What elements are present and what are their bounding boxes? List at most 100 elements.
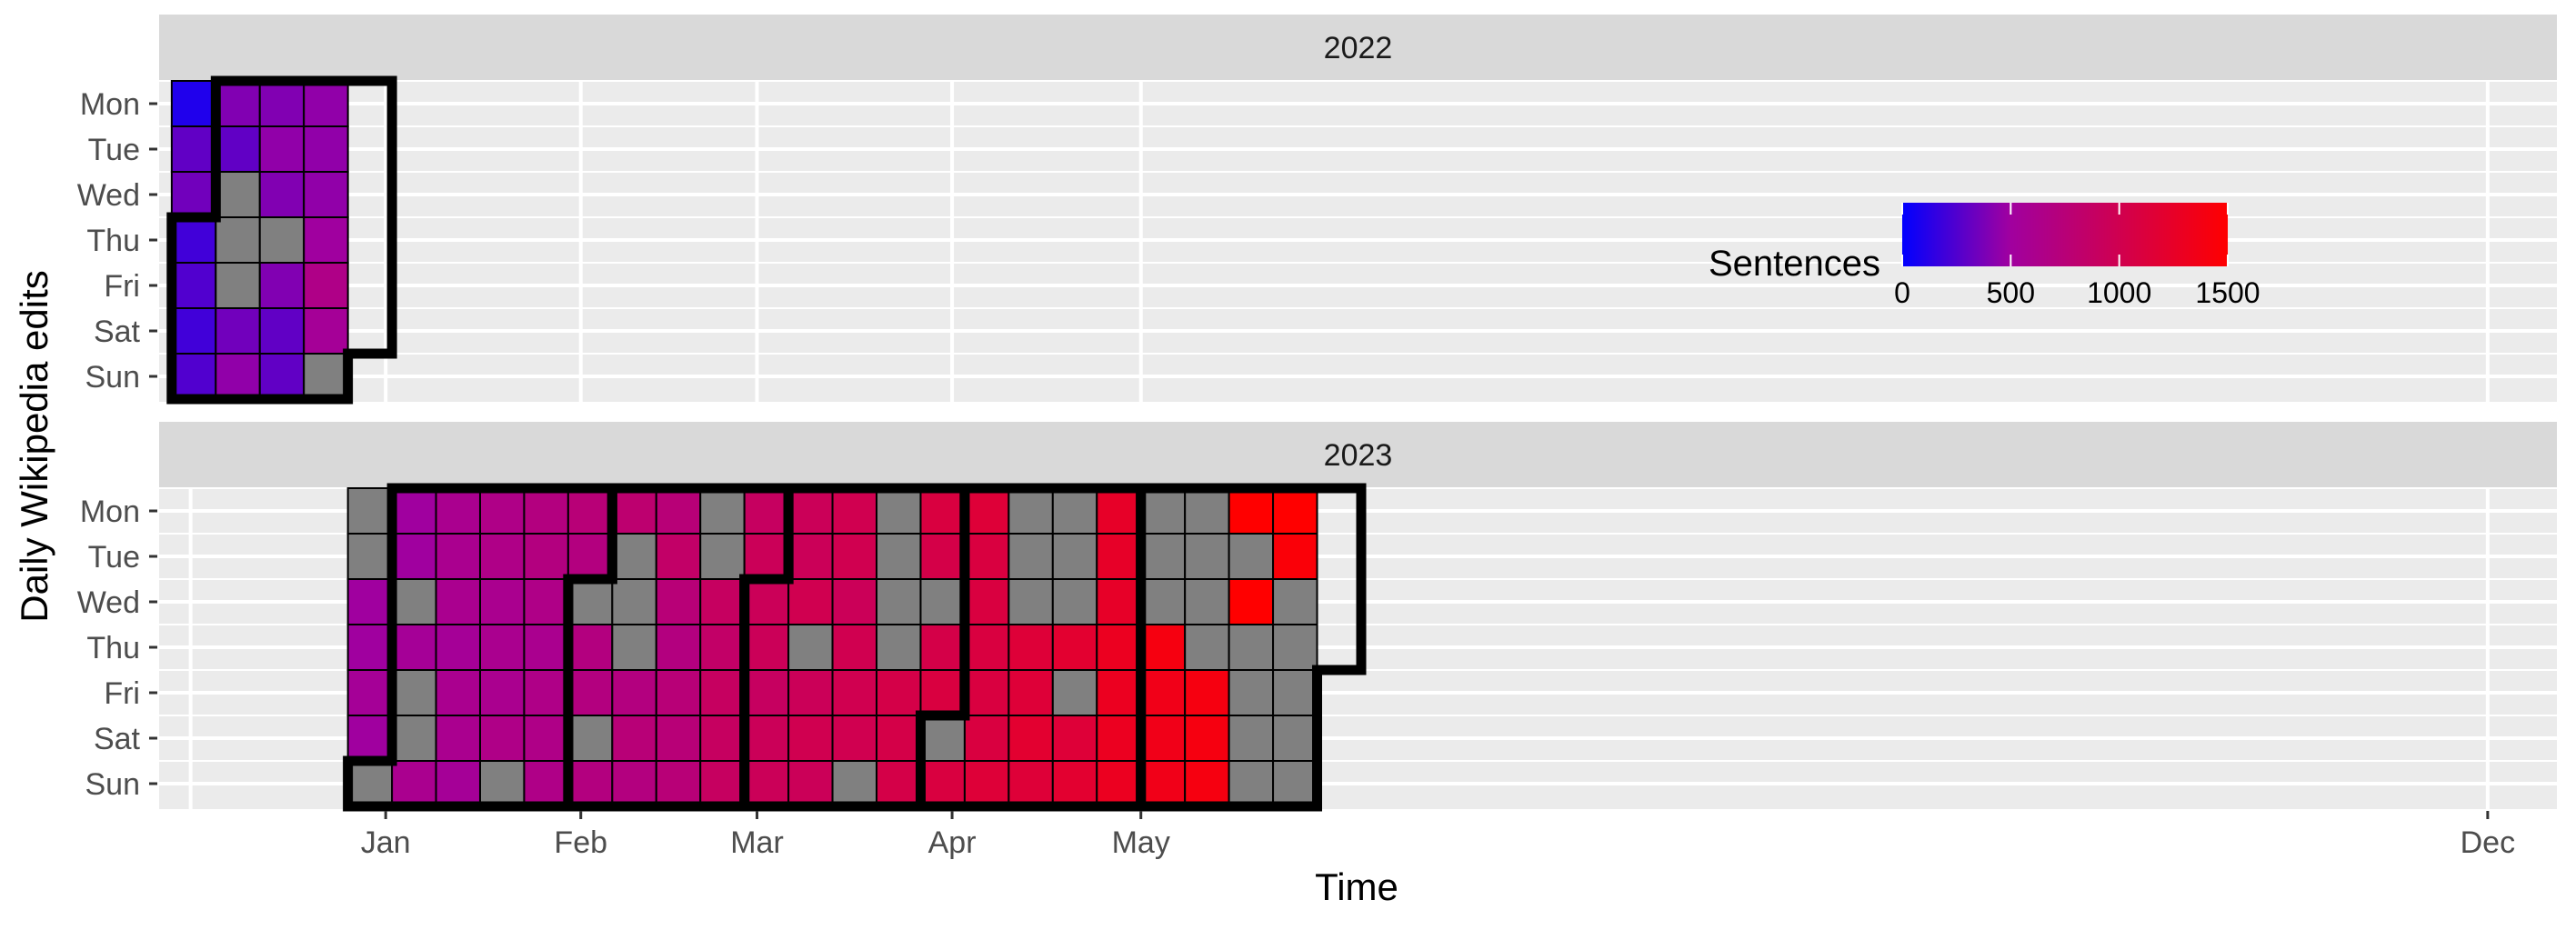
heatmap-cell xyxy=(1272,760,1318,807)
heatmap-cell xyxy=(1096,669,1142,716)
y-tick-label-thu: Thu xyxy=(86,224,140,258)
heatmap-cell xyxy=(787,487,834,535)
heatmap-cell xyxy=(346,578,394,625)
heatmap-cell xyxy=(170,171,217,218)
heatmap-cell xyxy=(1051,669,1098,716)
heatmap-cell xyxy=(258,307,306,355)
heatmap-cell xyxy=(1051,533,1098,580)
heatmap-cell xyxy=(303,125,349,173)
y-tick-label-wed: Wed xyxy=(77,178,140,213)
legend-tick-label: 1000 xyxy=(2087,276,2151,309)
y-tick-label-tue: Tue xyxy=(88,540,140,575)
heatmap-cell xyxy=(435,669,481,716)
y-tick-label-fri: Fri xyxy=(104,269,140,304)
heatmap-cell xyxy=(831,533,878,580)
heatmap-cell xyxy=(391,533,437,580)
heatmap-cell xyxy=(1139,760,1187,807)
y-tick-label-wed: Wed xyxy=(77,585,140,620)
heatmap-cell xyxy=(655,578,702,625)
heatmap-cell xyxy=(391,578,437,625)
heatmap-cell xyxy=(655,624,702,671)
heatmap-cell xyxy=(876,578,922,625)
heatmap-cell xyxy=(699,533,746,580)
heatmap-cell xyxy=(1272,487,1318,535)
heatmap-cell xyxy=(523,760,569,807)
heatmap-cell xyxy=(435,760,481,807)
heatmap-cell xyxy=(435,715,481,762)
heatmap-cell xyxy=(787,669,834,716)
heatmap-cell xyxy=(831,578,878,625)
x-tick-label-apr: Apr xyxy=(928,825,977,860)
heatmap-cell xyxy=(523,487,569,535)
heatmap-cell xyxy=(215,80,261,127)
heatmap-cell xyxy=(346,715,394,762)
heatmap-cell xyxy=(1228,487,1275,535)
heatmap-cell xyxy=(566,715,614,762)
heatmap-cell xyxy=(699,715,746,762)
heatmap-cell xyxy=(303,171,349,218)
y-axes: Mon Tue Wed Thu Fri Sat Sun Mon Tue Wed Thu Fri Sat S… xyxy=(77,87,157,802)
heatmap-cell xyxy=(170,216,217,264)
heatmap-cell xyxy=(478,578,526,625)
heatmap-cell xyxy=(170,353,217,400)
facet-strips: 2022 2023 xyxy=(159,15,2557,487)
heatmap-cell xyxy=(876,760,922,807)
heatmap-cell xyxy=(1272,669,1318,716)
heatmap-cell xyxy=(346,624,394,671)
heatmap-cell xyxy=(655,715,702,762)
heatmap-cell xyxy=(876,487,922,535)
heatmap-cell xyxy=(346,533,394,580)
heatmap-cell xyxy=(1096,715,1142,762)
heatmap-cell xyxy=(919,578,966,625)
tiles-2023 xyxy=(346,487,1318,807)
legend-ticks: 0 500 1000 1500 xyxy=(1894,203,2260,309)
heatmap-cell xyxy=(391,760,437,807)
heatmap-cell xyxy=(876,669,922,716)
y-axis-title: Daily Wikipedia edits xyxy=(13,270,55,622)
legend-tick-label: 1500 xyxy=(2195,276,2260,309)
heatmap-cell xyxy=(478,487,526,535)
heatmap-cell xyxy=(1007,715,1054,762)
heatmap-cell xyxy=(919,715,966,762)
heatmap-cell xyxy=(919,624,966,671)
heatmap-cell xyxy=(699,760,746,807)
heatmap-cell xyxy=(1184,533,1230,580)
heatmap-cell xyxy=(1228,578,1275,625)
heatmap-cell xyxy=(611,578,657,625)
y-tick-label-mon: Mon xyxy=(80,87,140,122)
heatmap-cell xyxy=(1184,715,1230,762)
heatmap-cell xyxy=(258,80,306,127)
heatmap-cell xyxy=(876,624,922,671)
y-tick-label-sun: Sun xyxy=(85,767,141,802)
heatmap-cell xyxy=(919,487,966,535)
heatmap-cell xyxy=(1139,624,1187,671)
legend-colorbar xyxy=(1902,203,2228,266)
heatmap-cell xyxy=(876,533,922,580)
heatmap-cell xyxy=(1051,487,1098,535)
heatmap-cell xyxy=(1051,760,1098,807)
heatmap-cell xyxy=(1139,487,1187,535)
heatmap-cell xyxy=(215,171,261,218)
heatmap-cell xyxy=(523,669,569,716)
heatmap-cell xyxy=(1228,760,1275,807)
heatmap-cell xyxy=(611,760,657,807)
heatmap-cell xyxy=(566,487,614,535)
heatmap-cell xyxy=(787,760,834,807)
heatmap-cell xyxy=(699,578,746,625)
heatmap-cell xyxy=(655,533,702,580)
heatmap-cell xyxy=(1272,578,1318,625)
x-axis-title: Time xyxy=(1315,865,1398,908)
heatmap-cell xyxy=(611,669,657,716)
heatmap-cell xyxy=(435,533,481,580)
heatmap-cell xyxy=(303,353,349,400)
heatmap-cell xyxy=(1051,578,1098,625)
heatmap-cell xyxy=(435,487,481,535)
heatmap-cell xyxy=(478,715,526,762)
heatmap-cell xyxy=(831,715,878,762)
heatmap-cell xyxy=(919,669,966,716)
heatmap-cell xyxy=(1272,715,1318,762)
heatmap-cell xyxy=(346,760,394,807)
heatmap-cell xyxy=(1051,624,1098,671)
x-tick-label-jan: Jan xyxy=(361,825,411,860)
heatmap-cell xyxy=(1184,669,1230,716)
